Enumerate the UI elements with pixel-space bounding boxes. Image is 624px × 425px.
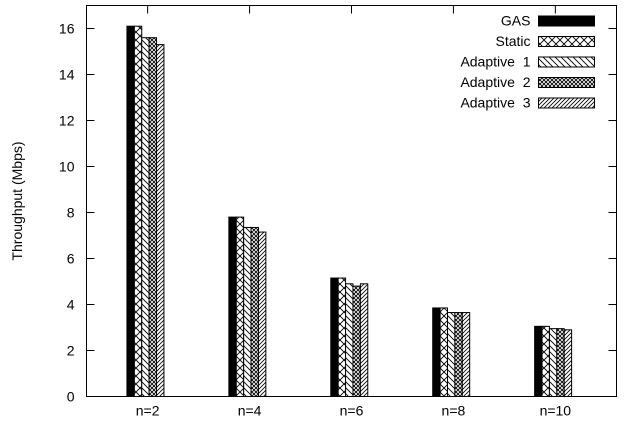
- bar-adaptive-1-n4: [243, 226, 252, 397]
- bar-adaptive-2-n8: [454, 312, 463, 397]
- bars: [126, 25, 573, 398]
- bar-adaptive-2-n10: [556, 328, 565, 397]
- x-tick-label: n=6: [340, 403, 364, 419]
- bar-static-n8: [439, 307, 449, 398]
- legend-label: Adaptive 1: [460, 54, 530, 70]
- y-axis: 0 2 4 6 8 10 12 14 16: [59, 21, 617, 405]
- bar-gas-n6: [330, 277, 339, 397]
- bar-adaptive-1-n6: [345, 283, 354, 397]
- bar-adaptive-2-n6: [352, 285, 361, 398]
- y-tick-label: 4: [67, 297, 75, 313]
- legend-swatch: [538, 97, 595, 109]
- bar-adaptive-1-n8: [447, 312, 456, 397]
- bar-adaptive-1-n10: [548, 328, 558, 397]
- bar-adaptive-2-n4: [250, 226, 259, 397]
- x-tick-label: n=4: [238, 403, 262, 419]
- legend-swatch: [538, 77, 595, 88]
- y-tick-label: 2: [67, 343, 75, 359]
- bar-gas-n10: [534, 325, 543, 398]
- y-tick-label: 6: [67, 251, 75, 267]
- x-tick-label: n=10: [540, 403, 572, 419]
- bar-adaptive-3-n6: [359, 283, 369, 397]
- legend-label: GAS: [501, 13, 531, 29]
- x-axis: n=2 n=4 n=6 n=8 n=10: [136, 5, 572, 419]
- y-axis-label: Throughput (Mbps): [9, 141, 25, 260]
- y-tick-label: 0: [67, 389, 75, 405]
- legend-swatch: [538, 15, 595, 27]
- legend: GAS Static Adaptive 1 Adaptive 2 Adaptive 3: [460, 13, 595, 111]
- bar-static-n6: [337, 277, 347, 397]
- bar-adaptive-1-n2: [141, 37, 150, 397]
- bar-static-n2: [133, 25, 143, 397]
- legend-label: Static: [495, 33, 530, 49]
- y-tick-label: 8: [67, 205, 75, 221]
- bar-adaptive-3-n8: [461, 312, 471, 397]
- x-tick-label: n=2: [136, 403, 160, 419]
- bar-static-n10: [541, 325, 550, 398]
- x-tick-label: n=8: [442, 403, 466, 419]
- y-tick-label: 10: [59, 159, 75, 175]
- bar-adaptive-3-n10: [563, 329, 573, 397]
- legend-label: Adaptive 3: [460, 95, 530, 111]
- bar-adaptive-2-n2: [148, 37, 158, 397]
- y-tick-label: 14: [59, 67, 75, 83]
- bar-gas-n4: [228, 216, 237, 397]
- legend-label: Adaptive 2: [460, 74, 530, 90]
- bar-static-n4: [235, 216, 245, 397]
- legend-swatch: [538, 56, 595, 68]
- bar-gas-n8: [432, 307, 441, 398]
- legend-swatch: [538, 36, 595, 47]
- bar-gas-n2: [126, 25, 135, 397]
- bar-adaptive-3-n4: [257, 231, 267, 397]
- y-tick-label: 16: [59, 21, 75, 37]
- y-tick-label: 12: [59, 113, 75, 129]
- bar-adaptive-3-n2: [156, 44, 165, 397]
